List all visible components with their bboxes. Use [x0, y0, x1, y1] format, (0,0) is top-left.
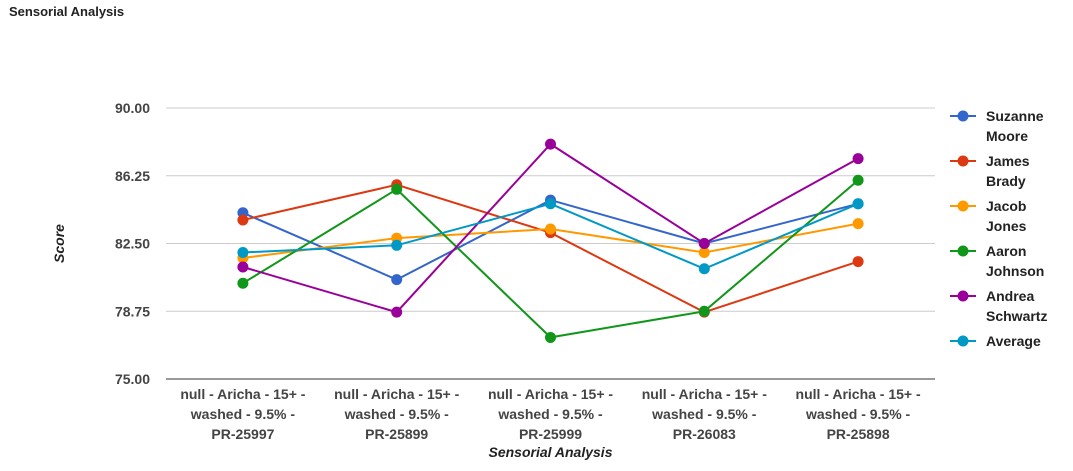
x-tick-label-line: washed - 9.5% - [805, 406, 911, 422]
legend-label-line: Schwartz [986, 308, 1047, 324]
data-point[interactable] [391, 239, 403, 251]
x-tick-label: null - Aricha - 15+ - washed - 9.5% - PR-2… [796, 386, 921, 442]
data-point[interactable] [545, 223, 556, 235]
series-line [242, 199, 859, 281]
page-title: Sensorial Analysis [9, 4, 125, 19]
data-point[interactable] [545, 331, 556, 343]
x-tick-label: null - Aricha - 15+ - washed - 9.5% - PR-2… [334, 386, 459, 442]
data-point[interactable] [852, 256, 864, 268]
y-tick-label: 90.00 [115, 100, 150, 116]
x-tick-label: null - Aricha - 15+ - washed - 9.5% - PR-2… [488, 386, 613, 442]
data-point[interactable] [852, 198, 864, 210]
x-tick-label-line: null - Aricha - 15+ - [488, 386, 613, 402]
legend-label-line: Average [986, 333, 1041, 349]
gridlines [166, 107, 935, 380]
x-tick-label: null - Aricha - 15+ - washed - 9.5% - PR-2… [642, 386, 767, 442]
legend-label-line: Johnson [986, 263, 1044, 279]
legend-label-line: Brady [986, 173, 1026, 189]
legend-label: Average [986, 333, 1041, 349]
data-point[interactable] [698, 247, 710, 259]
x-axis-ticks: null - Aricha - 15+ - washed - 9.5% - PR-2… [180, 386, 921, 442]
x-tick-label-line: PR-25999 [519, 426, 582, 442]
series-5 [237, 198, 864, 275]
data-point[interactable] [545, 138, 556, 150]
legend-marker [957, 290, 969, 302]
data-point[interactable] [698, 305, 710, 317]
legend-label-line: Jones [986, 218, 1027, 234]
x-tick-label-line: PR-25898 [827, 426, 890, 442]
legend-label: James Brady [986, 153, 1030, 189]
legend-label-line: James [986, 153, 1030, 169]
legend-item[interactable]: Suzanne Moore [950, 108, 1044, 144]
x-tick-label-line: washed - 9.5% - [497, 406, 603, 422]
x-tick-label-line: null - Aricha - 15+ - [642, 386, 767, 402]
legend-label-line: Aaron [986, 243, 1026, 259]
x-tick-label-line: PR-25899 [365, 426, 428, 442]
legend-label-line: Moore [986, 128, 1028, 144]
legend-label-line: Suzanne [986, 108, 1044, 124]
data-point[interactable] [698, 238, 710, 249]
data-point[interactable] [237, 261, 249, 273]
y-tick-label: 75.00 [115, 371, 150, 387]
y-axis-title: Score [51, 224, 67, 263]
x-tick-label: null - Aricha - 15+ - washed - 9.5% - PR-2… [180, 386, 305, 442]
legend-item[interactable]: Aaron Johnson [950, 243, 1044, 279]
legend-marker [957, 110, 969, 122]
legend-item[interactable]: James Brady [950, 153, 1030, 189]
legend-item[interactable]: Average [950, 333, 1041, 349]
data-point[interactable] [237, 277, 249, 289]
legend[interactable]: Suzanne Moore James Brady Jacob Jones Aaron Joh… [950, 108, 1047, 349]
legend-item[interactable]: Andrea Schwartz [950, 288, 1047, 324]
data-point[interactable] [237, 247, 249, 259]
data-point[interactable] [391, 274, 403, 286]
x-tick-label-line: null - Aricha - 15+ - [796, 386, 921, 402]
legend-marker [957, 245, 969, 257]
series-4 [237, 138, 864, 318]
data-point[interactable] [237, 214, 249, 226]
y-axis-ticks: 90.00 86.25 82.50 78.75 75.00 [115, 100, 150, 387]
data-point[interactable] [852, 218, 864, 230]
y-tick-label: 78.75 [115, 303, 150, 319]
y-tick-label: 86.25 [115, 168, 150, 184]
legend-marker [957, 200, 969, 212]
x-tick-label-line: washed - 9.5% - [190, 406, 296, 422]
legend-label: Jacob Jones [986, 198, 1027, 234]
x-tick-label-line: PR-25997 [211, 426, 274, 442]
legend-label: Andrea Schwartz [986, 288, 1047, 324]
x-tick-label-line: null - Aricha - 15+ - [180, 386, 305, 402]
data-point[interactable] [391, 183, 403, 195]
legend-marker [957, 155, 969, 167]
data-point[interactable] [391, 306, 403, 318]
x-tick-label-line: washed - 9.5% - [344, 406, 450, 422]
data-point[interactable] [698, 263, 710, 275]
legend-label: Aaron Johnson [986, 243, 1044, 279]
legend-marker [957, 335, 969, 347]
legend-label: Suzanne Moore [986, 108, 1044, 144]
legend-item[interactable]: Jacob Jones [950, 198, 1027, 234]
series-3 [237, 174, 864, 343]
x-tick-label-line: null - Aricha - 15+ - [334, 386, 459, 402]
x-axis-title: Sensorial Analysis [489, 444, 613, 460]
data-point[interactable] [852, 153, 864, 165]
data-point[interactable] [852, 174, 864, 186]
x-tick-label-line: washed - 9.5% - [651, 406, 757, 422]
x-tick-label-line: PR-26083 [673, 426, 736, 442]
y-tick-label: 82.50 [115, 236, 150, 252]
series-group [237, 138, 864, 343]
data-point[interactable] [545, 198, 556, 210]
legend-label-line: Jacob [986, 198, 1026, 214]
legend-label-line: Andrea [986, 288, 1034, 304]
